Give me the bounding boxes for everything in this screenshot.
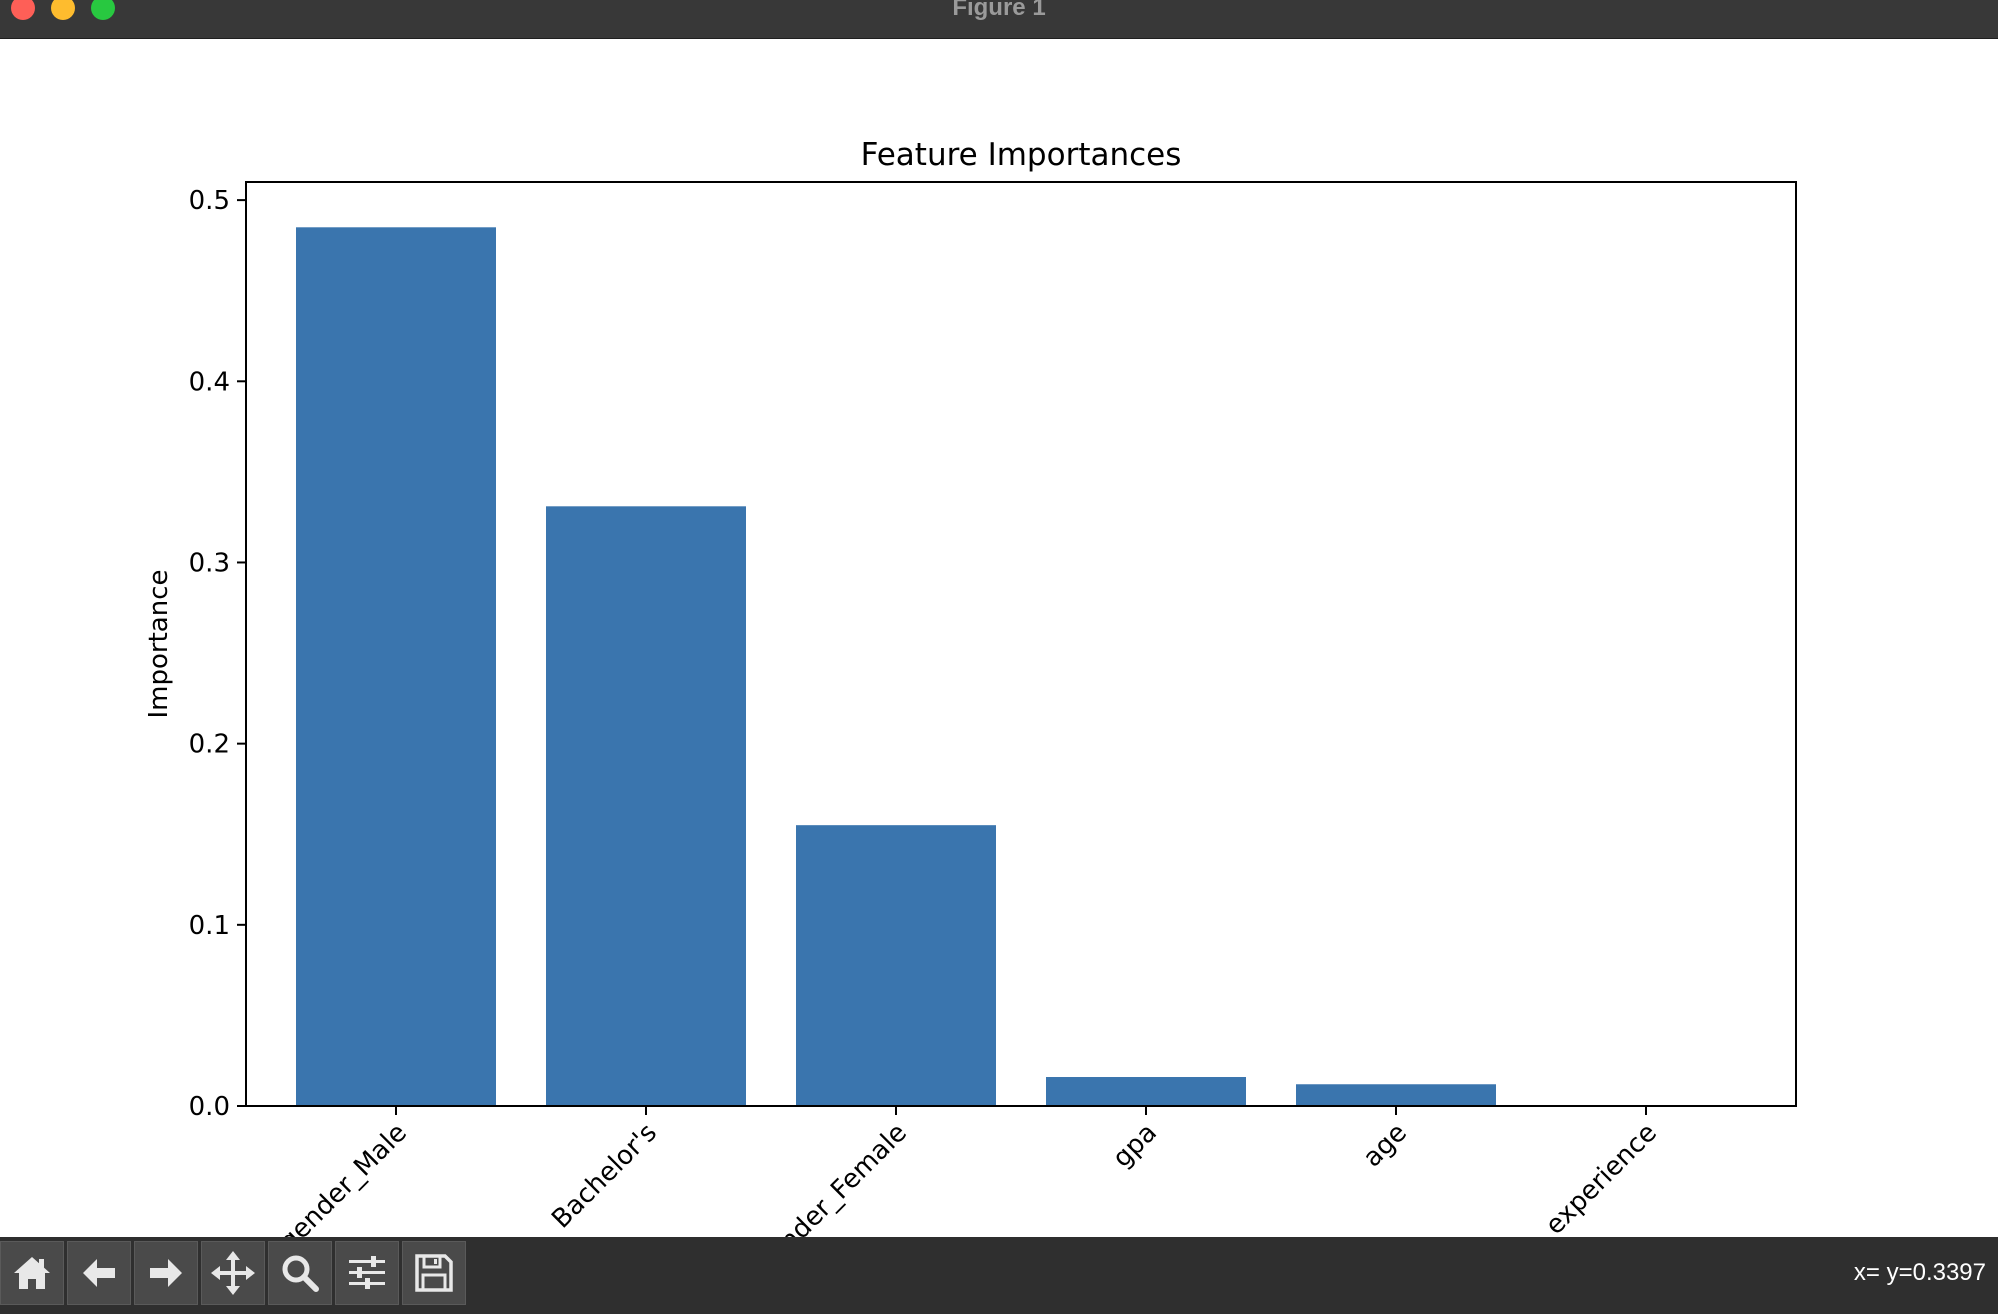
chart-title: Feature Importances <box>861 137 1182 173</box>
home-icon <box>14 1257 50 1289</box>
maximize-window-button[interactable] <box>91 0 115 20</box>
move-icon <box>211 1251 255 1295</box>
home-button[interactable] <box>0 1241 64 1305</box>
window-title: Figure 1 <box>952 0 1046 21</box>
minimize-window-button[interactable] <box>51 0 75 20</box>
arrow-left-icon <box>83 1259 115 1287</box>
sliders-icon <box>349 1256 385 1289</box>
navigation-toolbar: x= y=0.3397 <box>0 1237 1998 1314</box>
arrow-right-icon <box>150 1259 182 1287</box>
y-tick-label-0: 0.0 <box>189 1092 230 1122</box>
back-button[interactable] <box>67 1241 131 1305</box>
x-tick-label-3: gpa <box>1107 1118 1163 1174</box>
figure-canvas[interactable]: 0.0 0.1 0.2 0.3 0.4 0.5 gender_Male Bachelor's g… <box>0 39 1998 1237</box>
pan-button[interactable] <box>201 1241 265 1305</box>
bar-2 <box>796 825 996 1106</box>
configure-subplots-button[interactable] <box>335 1241 399 1305</box>
zoom-button[interactable] <box>268 1241 332 1305</box>
y-axis-label: Importance <box>144 570 174 719</box>
cursor-coordinates: x= y=0.3397 <box>1853 1259 1986 1286</box>
x-tick-label-5: experience <box>1540 1118 1663 1237</box>
x-tick-label-2: gender_Female <box>751 1118 913 1237</box>
y-tick-label-1: 0.1 <box>189 911 230 941</box>
close-window-button[interactable] <box>11 0 35 20</box>
forward-button[interactable] <box>134 1241 198 1305</box>
bar-4 <box>1296 1084 1496 1106</box>
save-button[interactable] <box>402 1241 466 1305</box>
x-tick-label-4: age <box>1357 1118 1412 1173</box>
title-bar: Figure 1 <box>0 0 1998 39</box>
bar-3 <box>1046 1077 1246 1106</box>
floppy-disk-icon <box>415 1254 453 1292</box>
x-tick-label-0: gender_Male <box>274 1118 413 1237</box>
bar-0 <box>296 227 496 1106</box>
y-tick-label-4: 0.4 <box>189 367 230 397</box>
y-tick-label-2: 0.2 <box>189 730 230 760</box>
y-tick-label-5: 0.5 <box>189 186 230 216</box>
x-tick-label-1: Bachelor's <box>546 1118 663 1235</box>
axes-frame <box>245 181 1797 1107</box>
bar-chart: 0.0 0.1 0.2 0.3 0.4 0.5 gender_Male Bachelor's g… <box>144 137 1797 1237</box>
magnifier-icon <box>282 1255 319 1292</box>
y-tick-label-3: 0.3 <box>189 548 230 578</box>
bar-1 <box>546 506 746 1106</box>
